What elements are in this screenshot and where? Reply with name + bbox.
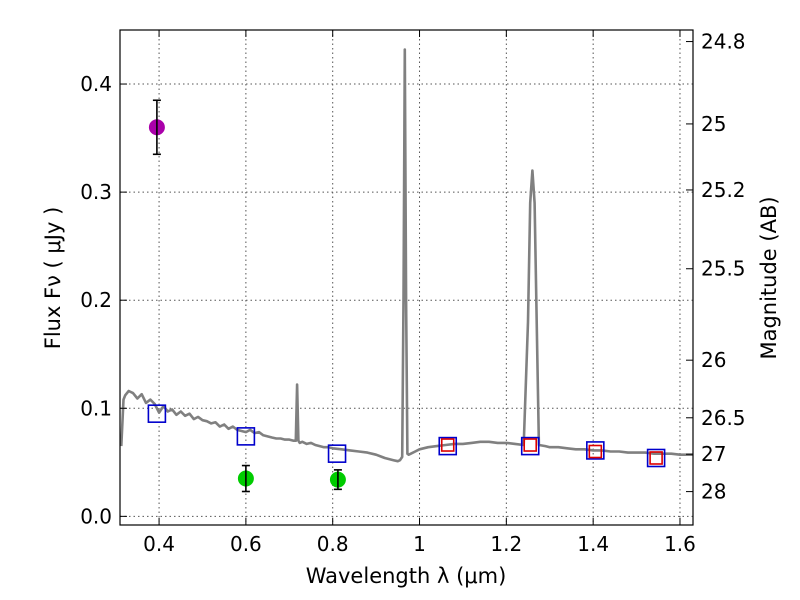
x-tick-label: 1.2 — [490, 532, 522, 556]
right-tick-label: 25 — [701, 112, 726, 136]
x-axis-title: Wavelength λ (μm) — [306, 564, 507, 588]
y-tick-label: 0.2 — [80, 288, 112, 312]
right-tick-label: 25.5 — [701, 257, 746, 281]
right-tick-label: 25.2 — [701, 178, 746, 202]
y-tick-label: 0.3 — [80, 180, 112, 204]
x-tick-label: 1.4 — [577, 532, 609, 556]
x-tick-label: 1.6 — [664, 532, 696, 556]
right-tick-label: 27 — [701, 442, 726, 466]
x-tick-label: 0.8 — [317, 532, 349, 556]
y-tick-label: 0.0 — [80, 504, 112, 528]
y-tick-label: 0.1 — [80, 396, 112, 420]
x-tick-label: 0.6 — [230, 532, 262, 556]
sed-chart: 0.4 0.6 0.8 1 1.2 1.4 1.6 0.0 0.1 0.2 0.3 0.4 24.8 25… — [0, 0, 800, 600]
right-tick-label: 28 — [701, 480, 726, 504]
right-tick-label: 26.5 — [701, 406, 746, 430]
y-axis-title: Flux Fν ( μJy ) — [41, 207, 65, 350]
right-tick-label: 26 — [701, 348, 726, 372]
x-tick-label: 1 — [413, 532, 426, 556]
right-tick-label: 24.8 — [701, 30, 746, 54]
x-tick-label: 0.4 — [143, 532, 175, 556]
right-axis-title: Magnitude (AB) — [757, 196, 781, 359]
y-tick-label: 0.4 — [80, 72, 112, 96]
